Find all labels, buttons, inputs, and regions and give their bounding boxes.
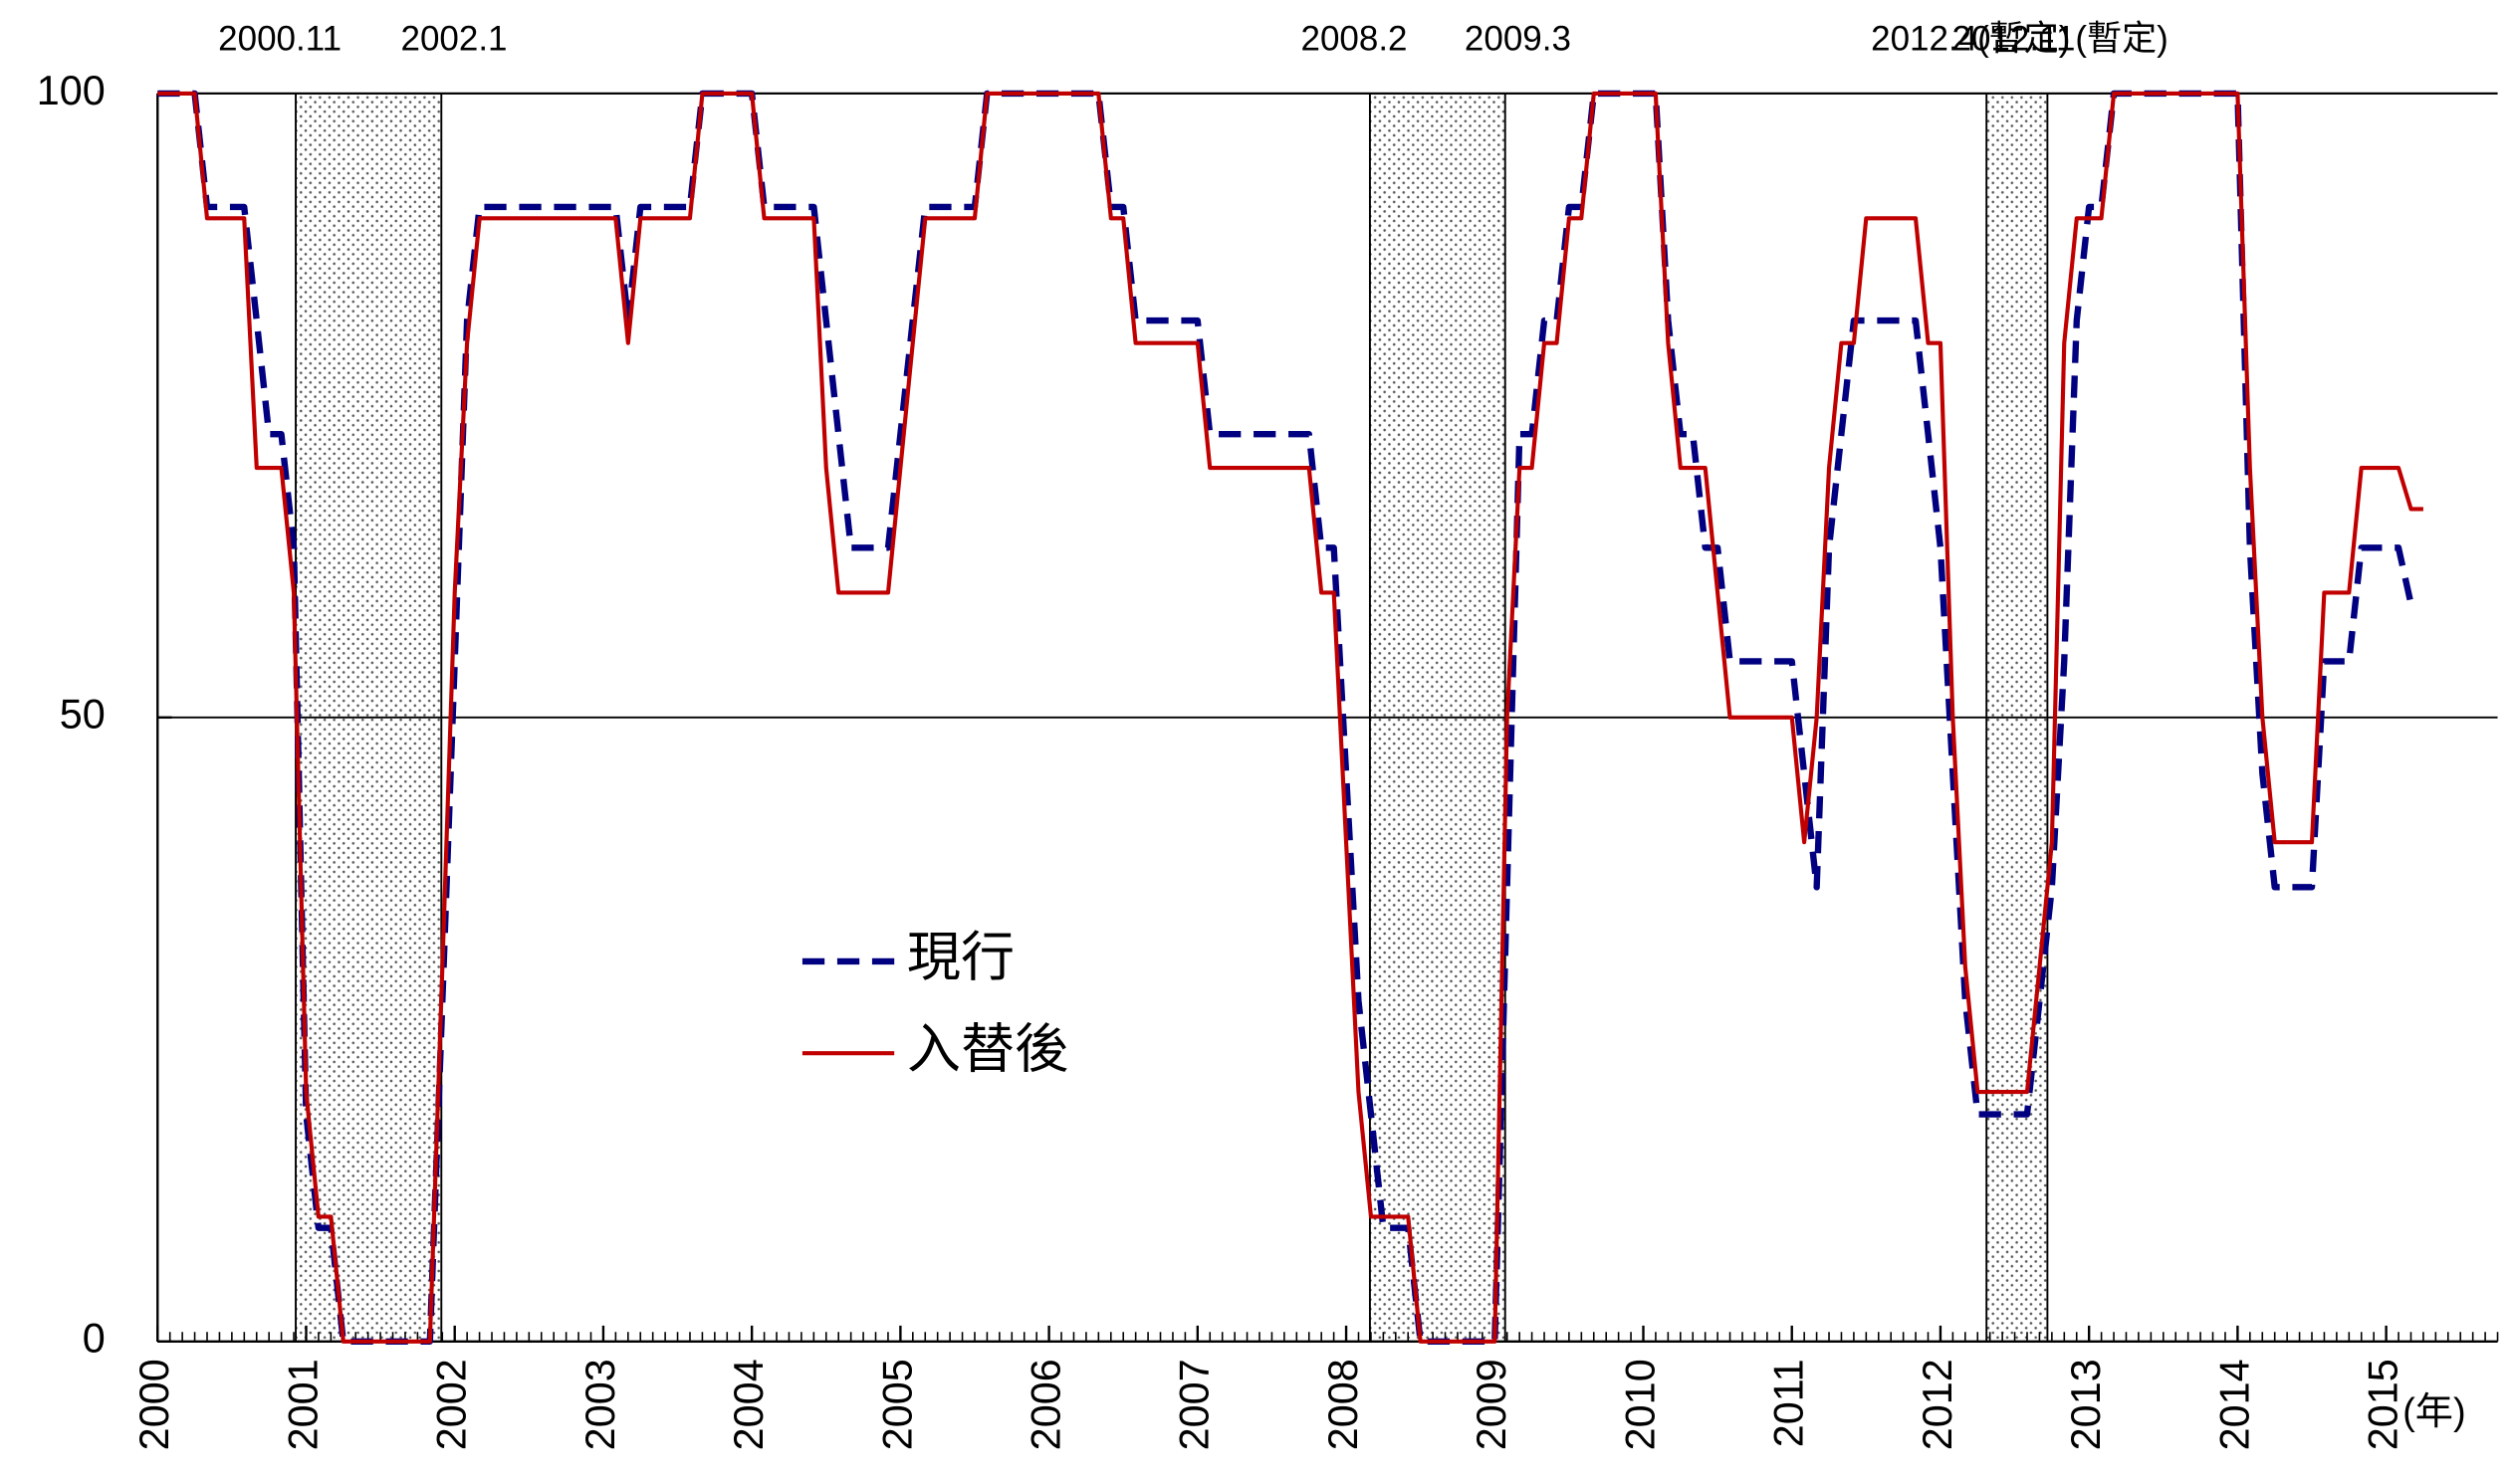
period-label: 2009.3: [1465, 20, 1571, 59]
lines-layer: [157, 90, 2423, 1345]
period-label: 2002.1: [400, 20, 507, 59]
legend-label: 現行: [907, 928, 1015, 987]
period-label: 2012.4(暫定): [1871, 20, 2070, 59]
x-tick-label: 2014: [2211, 1359, 2257, 1450]
y-tick-label: 50: [60, 692, 106, 738]
period-label: 2008.2: [1300, 20, 1407, 59]
x-axis-label: (年): [2402, 1390, 2466, 1433]
x-tick-label: 2015: [2361, 1359, 2406, 1450]
x-tick-label: 2009: [1469, 1359, 1514, 1450]
series-line: [157, 91, 2423, 1344]
x-tick-label: 2013: [2063, 1359, 2109, 1450]
period-label: 2012.11(暫定): [1952, 20, 2169, 59]
x-tick-label: 2003: [577, 1359, 623, 1450]
x-tick-label: 2002: [429, 1359, 475, 1450]
x-tick-label: 2012: [1915, 1359, 1960, 1450]
x-tick-label: 2005: [874, 1359, 920, 1450]
y-tick-label: 0: [83, 1316, 106, 1362]
x-tick-label: 2008: [1320, 1359, 1366, 1450]
period-label: 2000.11: [218, 20, 342, 59]
x-tick-label: 2004: [726, 1359, 772, 1450]
x-tick-label: 2001: [280, 1359, 326, 1450]
x-tick-label: 2007: [1172, 1359, 1218, 1450]
axes-layer: 0 50 100 2000 2001 2002 2003 2004 2005 2006 2007 20…: [37, 68, 2499, 1450]
x-tick-label: 2006: [1024, 1359, 1069, 1450]
x-tick-label: 2011: [1766, 1359, 1812, 1447]
x-tick-label: 2010: [1617, 1359, 1663, 1450]
y-tick-label: 100: [37, 68, 106, 113]
x-tick-label: 2000: [131, 1359, 177, 1450]
series-line: [157, 90, 2414, 1345]
legend-label: 入替後: [907, 1019, 1068, 1079]
